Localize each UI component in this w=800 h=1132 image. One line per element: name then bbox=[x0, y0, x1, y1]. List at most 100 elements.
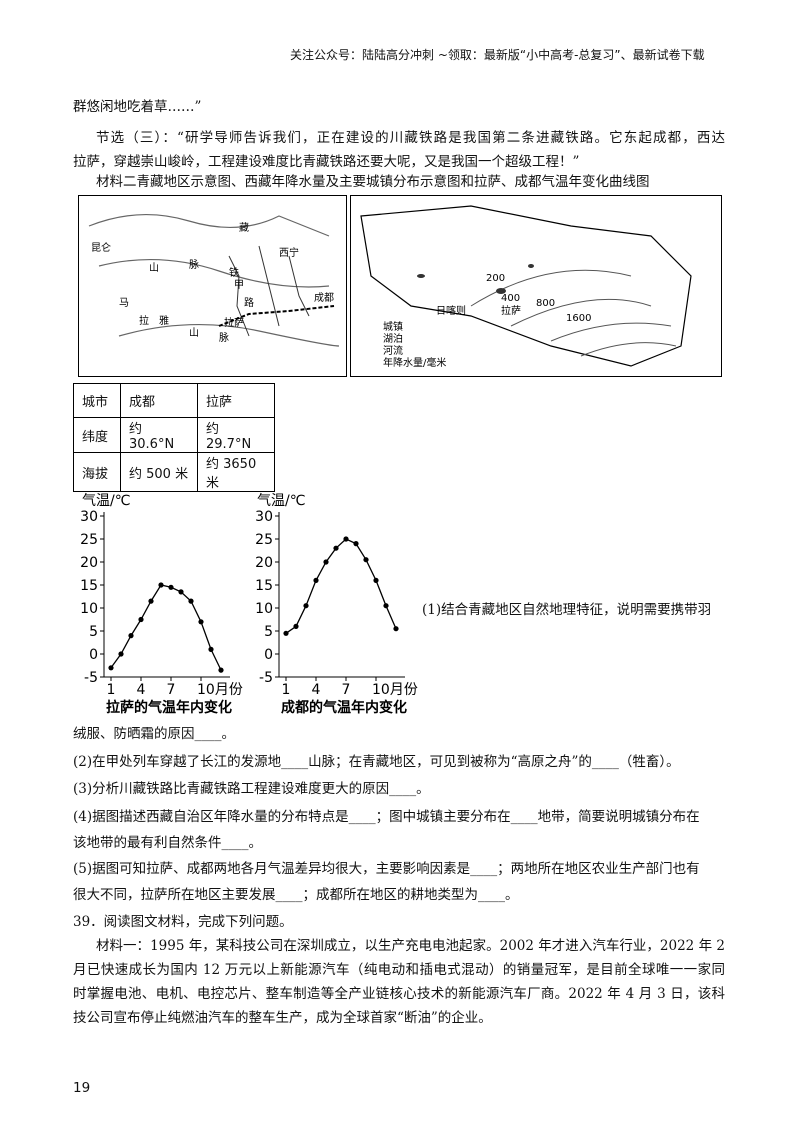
y-tick-label: 10 bbox=[255, 601, 273, 617]
map-label: 甲 bbox=[234, 280, 244, 291]
map-label: 400 bbox=[501, 293, 520, 304]
data-point bbox=[138, 616, 144, 623]
map-contour bbox=[88, 213, 340, 347]
data-point bbox=[343, 536, 349, 542]
map-label: 山 bbox=[189, 327, 199, 339]
data-point bbox=[188, 598, 194, 604]
table-cell: 城市 bbox=[73, 383, 121, 418]
x-tick-label: 1 bbox=[282, 682, 291, 698]
map-river bbox=[228, 245, 310, 337]
table-cell: 约 500 米 bbox=[120, 452, 198, 492]
map-label: 路 bbox=[244, 296, 254, 309]
chart-title: 成都的气温年内变化 bbox=[281, 699, 407, 716]
data-point bbox=[363, 557, 369, 563]
page-number: 19 bbox=[73, 1080, 91, 1096]
x-tick-label: 7 bbox=[342, 682, 351, 698]
map-label: 拉 bbox=[139, 314, 149, 327]
map-isoline bbox=[470, 269, 677, 357]
table-row: 城市 成都 拉萨 bbox=[73, 383, 275, 418]
map-label: 拉萨 bbox=[224, 316, 244, 329]
legend-label: 城镇 bbox=[383, 320, 403, 333]
question: 该地带的最有利自然条件____。 bbox=[73, 835, 262, 851]
question: (1)结合青藏地区自然地理特征，说明需要携带羽 bbox=[422, 602, 712, 618]
table-cell: 成都 bbox=[120, 383, 198, 418]
y-tick-label: 5 bbox=[264, 624, 273, 640]
data-point bbox=[108, 665, 114, 671]
map-label: 铁 bbox=[229, 266, 239, 279]
y-tick-label: 20 bbox=[80, 555, 98, 571]
y-tick-label: 10 bbox=[80, 601, 98, 617]
legend-label: 河流 bbox=[383, 344, 403, 357]
table-cell: 纬度 bbox=[73, 417, 121, 453]
y-tick-label: 15 bbox=[255, 578, 273, 594]
paragraph: 节选（三）：“研学导师告诉我们，正在建设的川藏铁路是我国第二条进藏铁路。它东起成… bbox=[96, 130, 725, 146]
map-label: 200 bbox=[486, 273, 505, 284]
map-label: 昆 bbox=[91, 242, 101, 254]
data-point bbox=[178, 589, 184, 595]
map-label: 西宁 bbox=[279, 246, 299, 259]
map-label: 马 bbox=[119, 297, 129, 309]
data-point bbox=[383, 603, 389, 609]
material: 时掌握电池、电机、电控芯片、整车制造等全产业链核心技术的新能源汽车厂商。2022… bbox=[73, 986, 725, 1002]
material: 月已快速成长为国内 12 万元以上新能源汽车（纯电动和插电式混动）的销量冠军，是… bbox=[73, 962, 725, 978]
paragraph: 拉萨，穿越崇山峻岭，工程建设难度比青藏铁路还要大呢，又是我国一个超级工程！” bbox=[73, 154, 580, 170]
table-cell: 海拔 bbox=[73, 452, 121, 492]
table-row: 纬度约 30.6°N 约 29.7°N bbox=[73, 417, 275, 453]
paragraph: 群悠闲地吃着草……” bbox=[73, 99, 202, 115]
map-label: 脉 bbox=[189, 258, 199, 271]
info-table: 城市 成都 拉萨 纬度约 30.6°N 约 29.7°N 海拔约 500 米约 3650 … bbox=[73, 383, 275, 492]
y-tick-label: 15 bbox=[80, 578, 98, 594]
data-point bbox=[313, 577, 319, 583]
data-point bbox=[293, 623, 299, 629]
data-point bbox=[198, 619, 204, 625]
x-tick-label: 10月份 bbox=[372, 682, 418, 698]
data-point bbox=[158, 582, 164, 588]
chart-title: 拉萨的气温年内变化 bbox=[106, 699, 232, 716]
data-point bbox=[168, 584, 174, 590]
y-tick-label: 30 bbox=[255, 509, 273, 525]
data-point bbox=[128, 633, 134, 639]
question: 绒服、防晒霜的原因____。 bbox=[73, 726, 235, 742]
map-label: 800 bbox=[536, 298, 555, 309]
map-label: 仑 bbox=[101, 241, 111, 254]
map-label: 拉萨 bbox=[501, 304, 521, 317]
table-cell: 拉萨 bbox=[197, 383, 275, 418]
map-border bbox=[360, 205, 692, 367]
question: (2)在甲处列车穿越了长江的发源地____山脉；在青藏地区，可见到被称为“高原之… bbox=[73, 754, 680, 770]
y-tick-label: 25 bbox=[255, 532, 273, 548]
map-label: 1600 bbox=[566, 313, 591, 324]
data-point bbox=[353, 541, 359, 547]
map-label: 成都 bbox=[314, 292, 334, 304]
x-tick-label: 4 bbox=[312, 682, 321, 698]
table-cell: 约 30.6°N bbox=[120, 417, 198, 453]
material: 技公司宣布停止纯燃油汽车的整车生产，成为全球首家“断油”的企业。 bbox=[73, 1010, 492, 1026]
map-label: 脉 bbox=[219, 331, 229, 344]
legend-label: 年降水量/毫米 bbox=[383, 356, 446, 369]
data-point bbox=[393, 626, 399, 632]
y-tick-label: 30 bbox=[80, 509, 98, 525]
data-point bbox=[218, 667, 224, 673]
y-axis-label: 气温/℃ bbox=[257, 493, 305, 509]
x-tick-label: 1 bbox=[107, 682, 116, 698]
legend-label: 湖泊 bbox=[383, 333, 403, 345]
y-tick-label: 20 bbox=[255, 555, 273, 571]
map-label: 日喀则 bbox=[436, 304, 466, 317]
y-tick-label: 0 bbox=[264, 647, 273, 663]
header: 关注公众号：陆陆高分冲刺 ~领取：最新版“小中高考-总复习”、最新试卷下载 bbox=[290, 48, 705, 62]
y-tick-label: -5 bbox=[84, 670, 98, 686]
map-label: 山 bbox=[149, 262, 159, 274]
data-point bbox=[373, 577, 379, 583]
data-point bbox=[208, 646, 214, 652]
y-tick-label: 25 bbox=[80, 532, 98, 548]
map-label: 雅 bbox=[159, 314, 169, 327]
question: (5)据图可知拉萨、成都两地各月气温差异均很大，主要影响因素是____；两地所在… bbox=[73, 861, 700, 877]
y-tick-label: -5 bbox=[259, 670, 273, 686]
series-line bbox=[110, 584, 222, 671]
data-point bbox=[118, 651, 124, 657]
data-point bbox=[303, 603, 309, 609]
data-point bbox=[148, 598, 154, 604]
